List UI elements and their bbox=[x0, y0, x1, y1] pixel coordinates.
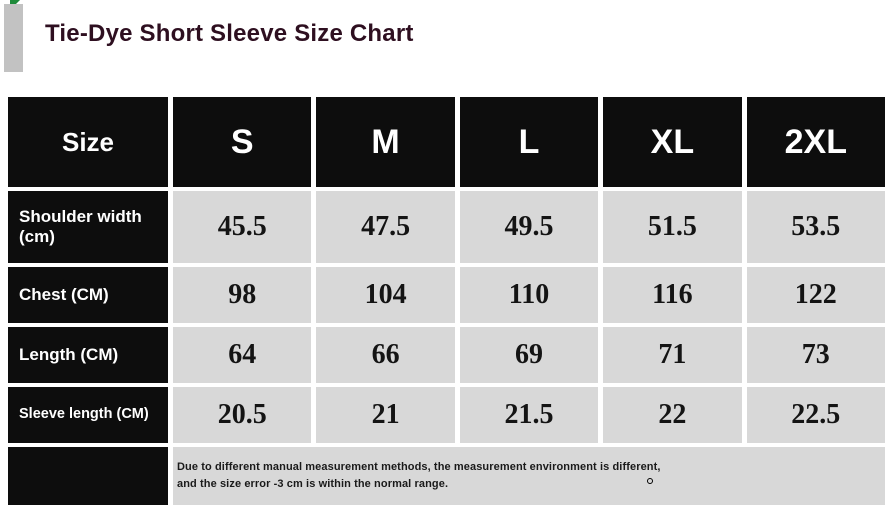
value-cell: 98 bbox=[173, 267, 312, 323]
value-cell: 69 bbox=[459, 327, 599, 383]
value-cell: 22.5 bbox=[746, 387, 885, 443]
table-header-size: Size bbox=[8, 97, 168, 187]
value-cell: 49.5 bbox=[459, 191, 599, 263]
value-cell: 110 bbox=[459, 267, 599, 323]
footer-blank-cell bbox=[8, 447, 168, 505]
row-label: Sleeve length (CM) bbox=[8, 387, 168, 443]
value-cell: 45.5 bbox=[173, 191, 312, 263]
value-cell: 21 bbox=[316, 387, 455, 443]
title-accent-bar bbox=[4, 4, 23, 72]
table-header-m: M bbox=[316, 97, 455, 187]
value-cell: 122 bbox=[746, 267, 885, 323]
row-label: Chest (CM) bbox=[8, 267, 168, 323]
row-label: Shoulder width (cm) bbox=[8, 191, 168, 263]
value-cell: 51.5 bbox=[603, 191, 742, 263]
value-cell: 20.5 bbox=[173, 387, 312, 443]
table-header-s: S bbox=[173, 97, 312, 187]
size-chart-table: Size S M L XL 2XL Shoulder width (cm) 45.5 47.5 4… bbox=[8, 97, 885, 505]
value-cell: 66 bbox=[316, 327, 455, 383]
value-cell: 22 bbox=[603, 387, 742, 443]
value-cell: 104 bbox=[316, 267, 455, 323]
table-header-2xl: 2XL bbox=[746, 97, 885, 187]
row-label: Length (CM) bbox=[8, 327, 168, 383]
table-header-l: L bbox=[459, 97, 599, 187]
value-cell: 116 bbox=[603, 267, 742, 323]
value-cell: 21.5 bbox=[459, 387, 599, 443]
measurement-note: Due to different manual measurement meth… bbox=[173, 447, 885, 505]
table-header-xl: XL bbox=[603, 97, 742, 187]
value-cell: 73 bbox=[746, 327, 885, 383]
value-cell: 71 bbox=[603, 327, 742, 383]
note-dot-icon bbox=[647, 478, 653, 484]
value-cell: 53.5 bbox=[746, 191, 885, 263]
page-title: Tie-Dye Short Sleeve Size Chart bbox=[45, 20, 414, 47]
value-cell: 64 bbox=[173, 327, 312, 383]
value-cell: 47.5 bbox=[316, 191, 455, 263]
